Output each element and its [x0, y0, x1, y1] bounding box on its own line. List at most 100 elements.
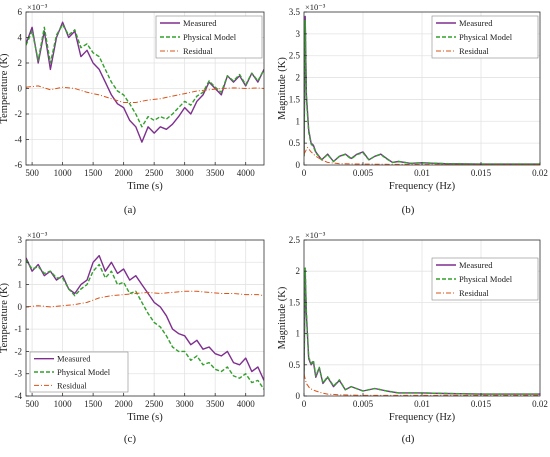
x-axis-label: Time (s) — [127, 181, 163, 192]
x-tick-label: 3500 — [206, 168, 225, 178]
y-tick-label: -2 — [15, 346, 23, 356]
x-tick-label: 3500 — [206, 399, 225, 409]
y-tick-label: 1 — [296, 329, 301, 339]
x-tick-label: 0.01 — [414, 168, 430, 178]
legend: Measured Physical Model Residual — [431, 257, 539, 301]
y-tick-label: 2.5 — [289, 51, 301, 61]
legend-entry-label: Measured — [459, 260, 493, 270]
x-tick-label: 3000 — [176, 399, 195, 409]
y-axis-label: Magnitude (K) — [277, 57, 288, 120]
series-line-residual — [26, 85, 264, 103]
x-tick-label: 0.005 — [353, 168, 374, 178]
legend-entry-label: Residual — [57, 380, 87, 390]
y-exponent-label: ×10⁻³ — [305, 230, 326, 240]
y-tick-label: 3 — [296, 29, 301, 39]
series-line-physical-model — [304, 267, 540, 395]
y-tick-label: -6 — [15, 160, 23, 170]
y-tick-label: 3.5 — [289, 7, 301, 17]
panel-label: (c) — [124, 433, 137, 445]
y-tick-label: 2 — [18, 257, 23, 267]
x-tick-label: 0.005 — [353, 399, 374, 409]
series-line-residual — [304, 374, 540, 396]
x-tick-label: 2000 — [115, 399, 134, 409]
series-line-residual — [26, 290, 264, 308]
x-tick-label: 2500 — [145, 399, 164, 409]
y-exponent-label: ×10⁻³ — [27, 230, 48, 240]
y-tick-label: 4 — [18, 33, 23, 43]
y-tick-label: 2 — [296, 266, 301, 276]
x-tick-label: 0.02 — [532, 168, 548, 178]
legend-entry-label: Physical Model — [57, 367, 111, 377]
y-tick-label: 0 — [18, 84, 23, 94]
y-tick-label: -3 — [15, 369, 23, 379]
legend: Measured Physical Model Residual — [29, 351, 129, 393]
chart-panel-d: 0 0.005 0.01 0.015 0.02 0 0.5 1 1.5 2 2.5 ×10⁻³ Freq… — [277, 230, 548, 445]
x-tick-label: 0.02 — [532, 399, 548, 409]
y-tick-label: -1 — [15, 324, 23, 334]
x-tick-label: 0 — [302, 168, 307, 178]
legend-entry-label: Measured — [459, 18, 493, 28]
legend-entry-label: Measured — [57, 354, 91, 364]
y-exponent-label: ×10⁻³ — [305, 2, 326, 12]
x-axis-label: Time (s) — [127, 412, 163, 423]
series-line-measured — [26, 254, 264, 381]
x-tick-label: 3000 — [176, 168, 195, 178]
series-line-physical-model — [304, 20, 540, 165]
chart-panel-b: 0 0.005 0.01 0.015 0.02 0 0.5 1 1.5 2 2.5 3 3.5 ×10⁻³… — [277, 2, 548, 216]
y-axis-label: Magnitude (K) — [277, 286, 288, 349]
panel-label: (a) — [124, 204, 137, 216]
x-tick-label: 500 — [25, 399, 39, 409]
legend-entry-label: Physical Model — [459, 32, 513, 42]
panel-label: (d) — [402, 433, 415, 445]
y-tick-label: 1 — [296, 116, 301, 126]
y-tick-label: 0.5 — [289, 360, 301, 370]
y-tick-label: 0.5 — [289, 138, 301, 148]
y-tick-label: -4 — [15, 135, 23, 145]
y-axis-label: Temperature (K) — [0, 53, 10, 124]
x-tick-label: 2000 — [115, 168, 134, 178]
x-tick-label: 0.01 — [414, 399, 430, 409]
legend: Measured Physical Model Residual — [431, 15, 539, 59]
x-tick-label: 0.015 — [471, 168, 492, 178]
y-tick-label: 1.5 — [289, 297, 301, 307]
x-tick-label: 1000 — [54, 168, 73, 178]
legend-entry-label: Physical Model — [183, 32, 237, 42]
x-tick-label: 1500 — [84, 399, 103, 409]
x-tick-label: 0.015 — [471, 399, 492, 409]
y-exponent-label: ×10⁻³ — [27, 2, 48, 12]
legend-entry-label: Residual — [459, 288, 489, 298]
x-axis-label: Frequency (Hz) — [389, 412, 456, 423]
x-tick-label: 500 — [25, 168, 39, 178]
chart-panel-a: 500 1000 1500 2000 2500 3000 3500 4000 -6 -4 -2 0 2 4… — [0, 2, 265, 216]
x-tick-label: 1500 — [84, 168, 103, 178]
y-tick-label: 0 — [18, 302, 23, 312]
legend-entry-label: Physical Model — [459, 274, 513, 284]
x-axis-label: Frequency (Hz) — [389, 181, 456, 192]
panel-label: (b) — [402, 204, 415, 216]
y-tick-label: 2.5 — [289, 235, 301, 245]
y-tick-label: 1.5 — [289, 94, 301, 104]
legend-entry-label: Measured — [183, 18, 217, 28]
legend-entry-label: Residual — [183, 46, 213, 56]
series-line-physical-model — [26, 24, 264, 128]
x-tick-label: 4000 — [237, 168, 256, 178]
y-tick-label: -2 — [15, 109, 23, 119]
y-tick-label: 6 — [18, 7, 23, 17]
y-tick-label: -4 — [15, 391, 23, 401]
y-tick-label: 3 — [18, 235, 23, 245]
series-line-residual — [304, 147, 540, 165]
x-tick-label: 0 — [302, 399, 307, 409]
y-tick-label: 0 — [296, 391, 301, 401]
chart-panel-c: 500 1000 1500 2000 2500 3000 3500 4000 -4 -3 -2 -1 0… — [0, 230, 265, 445]
y-axis-label: Temperature (K) — [0, 282, 10, 353]
legend: Measured Physical Model Residual — [155, 15, 263, 59]
x-tick-label: 2500 — [145, 168, 164, 178]
y-tick-label: 1 — [18, 280, 23, 290]
x-tick-label: 4000 — [237, 399, 256, 409]
legend-entry-label: Residual — [459, 46, 489, 56]
y-tick-label: 0 — [296, 160, 301, 170]
x-tick-label: 1000 — [54, 399, 73, 409]
series-line-physical-model — [26, 259, 264, 390]
